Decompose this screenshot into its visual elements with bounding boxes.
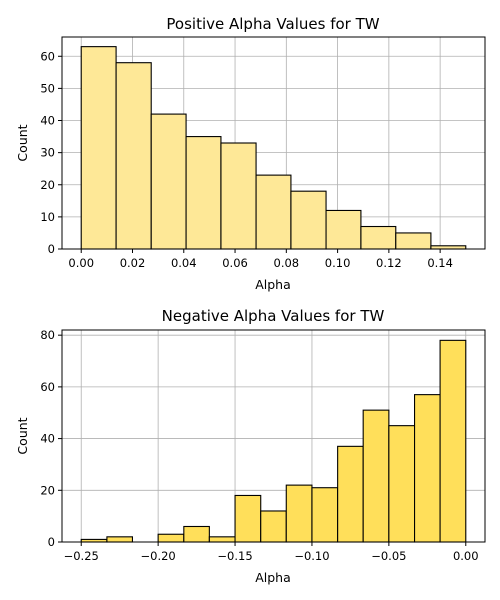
x-tick-label: 0.00 xyxy=(453,549,479,563)
y-axis-ticks: 0 20 40 60 80 xyxy=(40,328,62,549)
histogram-bar xyxy=(106,536,133,543)
histogram-bar xyxy=(285,484,313,543)
y-tick-label: 60 xyxy=(40,380,55,394)
x-tick-label: 0.04 xyxy=(171,256,197,270)
y-axis-label: Count xyxy=(15,124,30,161)
histogram-bar xyxy=(115,62,152,250)
histogram-bar xyxy=(183,525,210,543)
histogram-bar xyxy=(185,136,222,250)
x-tick-label: −0.10 xyxy=(294,549,329,563)
x-tick-label: −0.15 xyxy=(217,549,252,563)
histogram-bar xyxy=(255,174,292,250)
histogram-bar xyxy=(150,113,187,250)
histogram-bar xyxy=(220,142,257,250)
histogram-bar xyxy=(80,46,117,250)
x-axis-ticks: 0.00 0.02 0.04 0.06 0.08 0.10 0.12 0.14 xyxy=(68,249,453,270)
plot-frame xyxy=(61,36,486,250)
histogram-bar xyxy=(362,409,390,543)
x-tick-label: 0.10 xyxy=(325,256,351,270)
y-tick-label: 50 xyxy=(40,81,55,95)
chart-negative-alpha: Negative Alpha Values for TW Alpha Count… xyxy=(15,307,486,585)
chart-title: Negative Alpha Values for TW xyxy=(162,307,385,325)
x-tick-label: −0.20 xyxy=(141,549,176,563)
y-tick-label: 60 xyxy=(40,49,55,63)
y-tick-label: 0 xyxy=(48,242,55,256)
y-tick-label: 20 xyxy=(40,483,55,497)
y-tick-label: 40 xyxy=(40,114,55,128)
y-tick-label: 80 xyxy=(40,328,55,342)
x-tick-label: 0.14 xyxy=(427,256,453,270)
histogram-bar xyxy=(395,232,432,250)
histogram-bar xyxy=(157,533,185,543)
y-tick-label: 20 xyxy=(40,178,55,192)
y-axis-label: Count xyxy=(15,417,30,454)
bars xyxy=(80,339,467,543)
histogram-bar xyxy=(234,494,262,543)
histogram-bar xyxy=(388,425,416,543)
histogram-bar xyxy=(290,190,327,250)
histogram-bar xyxy=(439,339,467,543)
x-tick-label: −0.05 xyxy=(371,549,406,563)
histogram-bar xyxy=(311,487,339,543)
x-tick-label: 0.12 xyxy=(376,256,402,270)
x-axis-label: Alpha xyxy=(255,277,291,292)
histogram-bar xyxy=(208,536,236,543)
y-tick-label: 30 xyxy=(40,146,55,160)
plot-frame xyxy=(61,329,486,543)
histogram-bar xyxy=(260,510,287,543)
bars xyxy=(80,46,467,250)
chart-positive-alpha: Positive Alpha Values for TW Alpha Count… xyxy=(15,15,486,292)
x-tick-label: 0.06 xyxy=(222,256,248,270)
y-tick-label: 0 xyxy=(48,535,55,549)
x-axis-ticks: −0.25 −0.20 −0.15 −0.10 −0.05 0.00 xyxy=(64,542,479,563)
y-tick-label: 10 xyxy=(40,210,55,224)
histogram-bar xyxy=(360,225,397,250)
histogram-bar xyxy=(325,209,362,250)
y-axis-ticks: 0 10 20 30 40 50 60 xyxy=(40,49,62,256)
y-tick-label: 40 xyxy=(40,432,55,446)
x-axis-label: Alpha xyxy=(255,570,291,585)
x-tick-label: 0.08 xyxy=(274,256,300,270)
x-tick-label: 0.00 xyxy=(68,256,94,270)
histogram-bar xyxy=(337,445,364,543)
x-tick-label: −0.25 xyxy=(64,549,99,563)
chart-title: Positive Alpha Values for TW xyxy=(166,15,379,33)
histogram-bar xyxy=(414,394,441,543)
x-tick-label: 0.02 xyxy=(120,256,146,270)
